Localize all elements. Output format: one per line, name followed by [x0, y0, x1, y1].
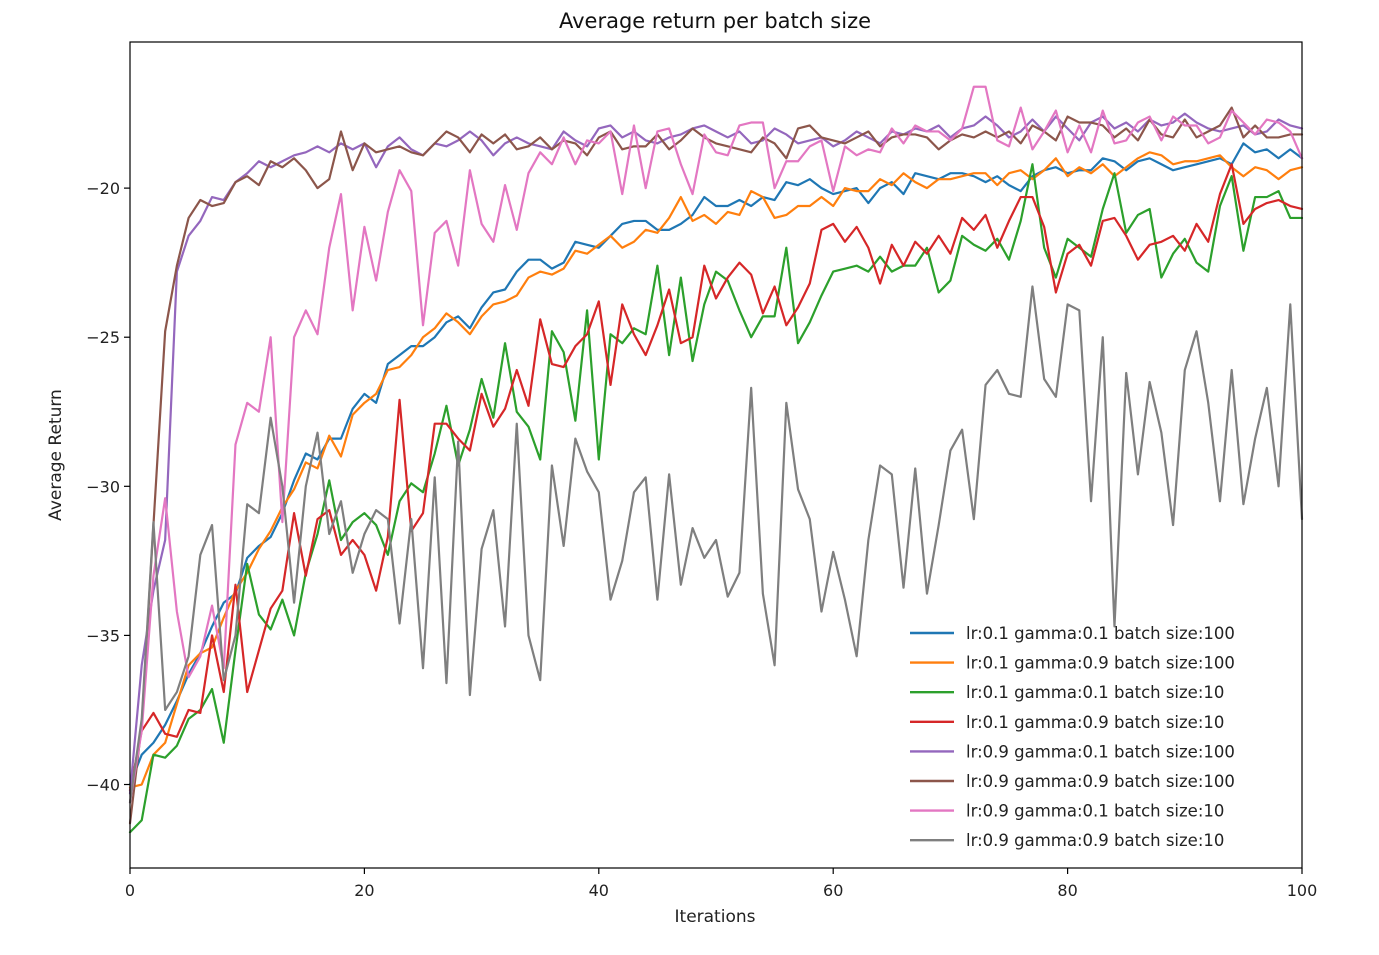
legend-label: lr:0.9 gamma:0.1 batch size:100 — [966, 742, 1235, 761]
legend-label: lr:0.1 gamma:0.9 batch size:100 — [966, 654, 1235, 673]
x-axis: 0 20 40 60 80 100 — [125, 868, 1317, 900]
y-axis: −40 −35 −30 −25 −20 — [86, 179, 130, 795]
x-tick-label: 40 — [589, 881, 609, 900]
legend-label: lr:0.9 gamma:0.1 batch size:10 — [966, 802, 1224, 821]
y-tick-label: −20 — [86, 179, 120, 198]
legend-label: lr:0.9 gamma:0.9 batch size:100 — [966, 772, 1235, 791]
legend-label: lr:0.1 gamma:0.9 batch size:10 — [966, 713, 1224, 732]
y-axis-label: Average Return — [46, 389, 66, 521]
y-tick-label: −30 — [86, 477, 120, 496]
y-tick-label: −40 — [86, 776, 120, 795]
legend-label: lr:0.1 gamma:0.1 batch size:100 — [966, 624, 1235, 643]
x-tick-label: 100 — [1287, 881, 1318, 900]
y-tick-label: −35 — [86, 626, 120, 645]
series-line-6 — [128, 106, 1304, 825]
x-tick-label: 60 — [823, 881, 843, 900]
series-layer — [128, 85, 1304, 834]
chart-title: Average return per batch size — [559, 9, 871, 33]
series-line-8 — [128, 285, 1304, 804]
legend-label: lr:0.9 gamma:0.9 batch size:10 — [966, 831, 1224, 850]
series-line-2 — [128, 151, 1304, 789]
y-tick-label: −25 — [86, 328, 120, 347]
series-line-4 — [128, 163, 1304, 792]
x-tick-label: 20 — [354, 881, 374, 900]
x-tick-label: 80 — [1057, 881, 1077, 900]
legend-label: lr:0.1 gamma:0.1 batch size:10 — [966, 683, 1224, 702]
x-axis-label: Iterations — [675, 907, 756, 927]
x-tick-label: 0 — [125, 881, 135, 900]
plot-frame — [129, 41, 1303, 869]
legend: lr:0.1 gamma:0.1 batch size:100 lr:0.1 ga… — [910, 624, 1235, 850]
series-line-7 — [128, 85, 1304, 804]
